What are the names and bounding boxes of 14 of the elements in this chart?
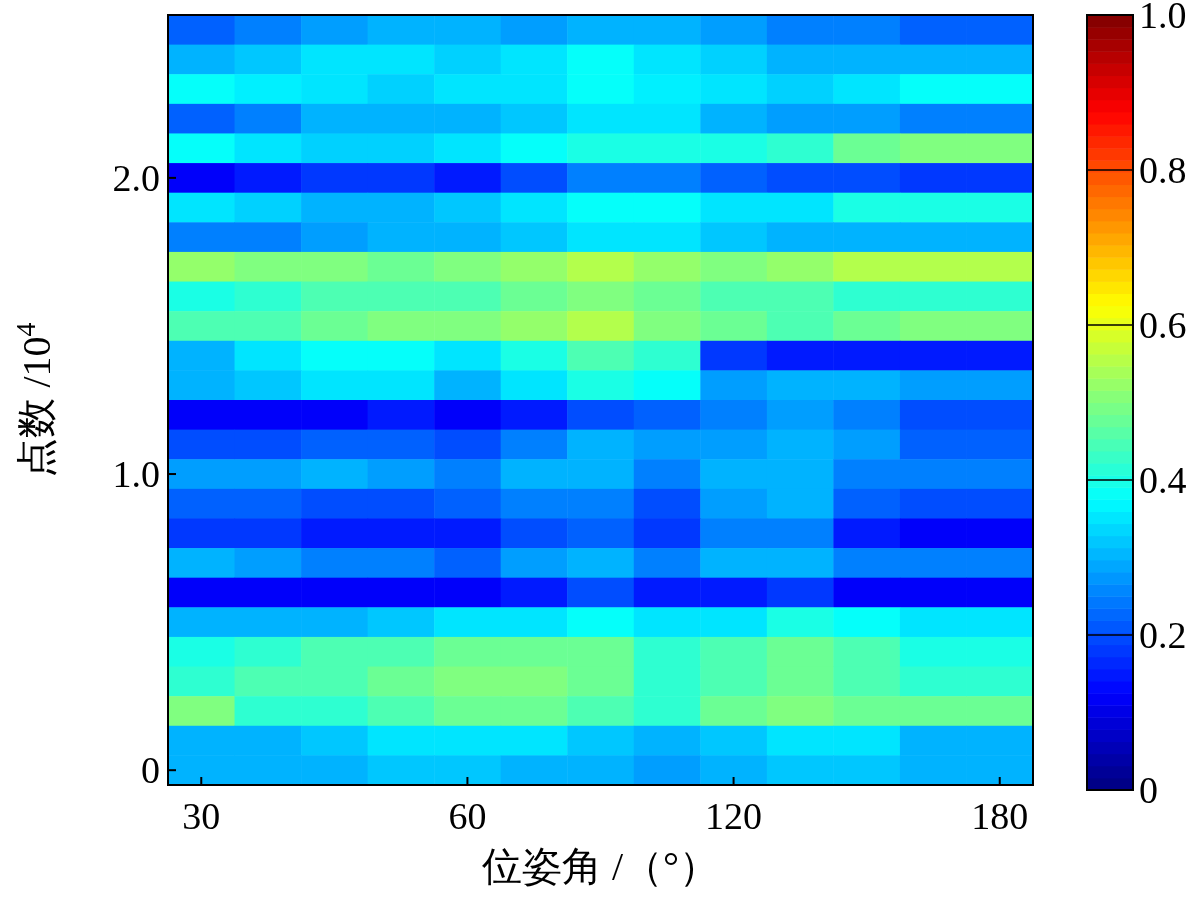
color-bar-label: 0.8: [1139, 149, 1187, 191]
color-bar-label: 0.2: [1139, 614, 1187, 656]
color-bar-label: 1.0: [1139, 0, 1187, 36]
x-axis-title: 位姿角 /（°）: [481, 844, 720, 889]
color-bar-label: 0: [1139, 769, 1158, 811]
x-tick-label: 120: [705, 795, 763, 837]
y-tick-label: 2.0: [112, 156, 160, 199]
x-tick-label: 60: [448, 795, 487, 837]
y-tick-label: 1.0: [112, 453, 160, 496]
color-bar-label: 0.4: [1139, 459, 1187, 501]
color-bar-label: 0.6: [1139, 304, 1187, 346]
y-tick-label: 0: [141, 749, 160, 792]
x-tick-label: 180: [971, 795, 1029, 837]
x-tick-label: 30: [182, 795, 221, 837]
